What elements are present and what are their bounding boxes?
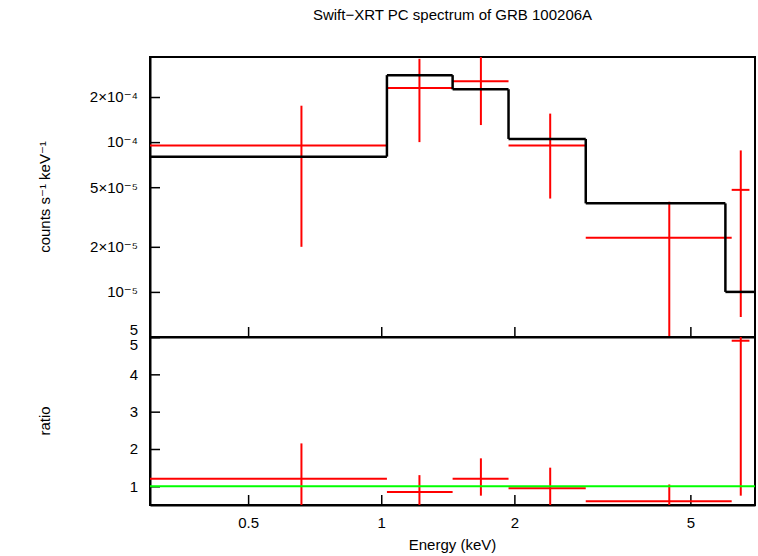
y-axis-line <box>150 58 152 338</box>
model-step-riser <box>507 89 510 139</box>
model-step <box>387 74 453 77</box>
y-tick-label: 3 <box>130 403 138 420</box>
x-tick: 0.5 <box>238 495 259 531</box>
y-tick-label: 2×10⁻⁵ <box>90 238 138 255</box>
data-x-error <box>150 478 387 480</box>
data-y-error <box>549 114 551 199</box>
y-tick: 4 <box>130 366 160 383</box>
data-y-error <box>480 57 482 125</box>
model-step-riser <box>386 75 389 156</box>
x-tick: 2 <box>511 495 519 531</box>
y-tick: 2×10⁻⁵ <box>90 238 160 255</box>
y-tick-label: 2 <box>130 440 138 457</box>
model-step-riser <box>451 75 454 89</box>
y-tick-label: 5 <box>130 336 138 353</box>
model-step-riser <box>724 203 727 292</box>
y-tick: 5×10⁻⁵ <box>90 179 160 196</box>
y-tick: 3 <box>130 403 160 420</box>
y-axis: 1 2 3 4 5 <box>130 336 160 505</box>
plot-frame <box>150 337 755 505</box>
y-tick: 2 <box>130 440 160 457</box>
x-tick-mark <box>514 495 516 505</box>
model-step <box>586 202 726 205</box>
x-tick-mark <box>690 495 692 505</box>
model-step <box>725 291 755 294</box>
data-x-error <box>509 144 586 146</box>
x-axis <box>151 327 756 338</box>
y-tick: 10⁻⁵ <box>107 283 160 300</box>
y-tick-mark <box>150 187 160 189</box>
y-tick-mark <box>150 374 160 376</box>
x-tick: 1 <box>378 495 386 531</box>
y-tick-mark <box>150 97 160 99</box>
data-x-error <box>586 237 732 239</box>
plot-frame <box>150 57 755 337</box>
x-tick-mark <box>248 495 250 505</box>
y-tick-label: 2×10⁻⁴ <box>90 88 138 105</box>
x-tick-mark <box>381 327 383 337</box>
x-tick-mark <box>514 327 516 337</box>
y-tick-label: 10⁻⁴ <box>107 133 138 150</box>
data-y-error <box>480 458 482 495</box>
data-x-error <box>509 487 586 489</box>
x-axis-line <box>151 505 756 507</box>
y-tick: 10⁻⁴ <box>107 133 160 150</box>
y-axis-line <box>150 338 152 506</box>
y-tick: 5 <box>130 336 160 353</box>
x-tick-label: 5 <box>687 514 695 531</box>
panel-0: 2×10⁻⁴ 10⁻⁴ 5×10⁻⁵ 2×10⁻⁵ 10⁻⁵ 5 counts s⁻¹ ke… <box>36 57 756 352</box>
panel-1: 1 2 3 4 5 0.5 1 2 5 ratio Energy (keV) <box>36 281 756 553</box>
data-y-error <box>668 202 670 337</box>
x-tick-mark <box>248 327 250 337</box>
data-y-error <box>300 443 302 505</box>
y-axis: 2×10⁻⁴10⁻⁴5×10⁻⁵2×10⁻⁵10⁻⁵5 <box>90 58 160 339</box>
y-tick-label: 1 <box>130 478 138 495</box>
data-y-error <box>668 484 670 505</box>
model-step <box>453 88 509 91</box>
x-tick-label: 2 <box>511 514 519 531</box>
data-area <box>150 57 755 337</box>
data-y-error <box>740 337 742 496</box>
data-area <box>150 337 755 505</box>
x-tick-mark <box>690 327 692 337</box>
x-tick-label: 1 <box>378 514 386 531</box>
data-x-error <box>150 144 387 146</box>
model-step-riser <box>584 139 587 203</box>
x-tick <box>248 327 249 337</box>
chart: Swift−XRT PC spectrum of GRB 100206A 2×10… <box>0 0 758 556</box>
data-y-error <box>300 106 302 247</box>
x-axis-title: Energy (keV) <box>409 536 497 553</box>
data-x-error <box>586 500 732 502</box>
y-tick-mark <box>150 337 160 339</box>
x-tick <box>381 327 382 337</box>
y-tick-label: 10⁻⁵ <box>107 283 138 300</box>
model-step <box>509 138 586 141</box>
y-axis-title: ratio <box>36 406 53 435</box>
y-tick-label: 4 <box>130 366 138 383</box>
y-axis-title: counts s⁻¹ keV⁻¹ <box>36 141 53 253</box>
x-tick <box>514 327 515 337</box>
x-axis: 0.5 1 2 5 <box>151 495 756 531</box>
y-tick-label: 5×10⁻⁵ <box>90 179 138 196</box>
y-tick-mark <box>150 292 160 294</box>
model-step <box>150 155 387 158</box>
x-tick-label: 0.5 <box>238 514 259 531</box>
reference-line <box>150 485 755 487</box>
y-tick-mark <box>150 142 160 144</box>
y-tick-mark <box>150 337 160 339</box>
title: Swift−XRT PC spectrum of GRB 100206A <box>313 6 592 23</box>
y-tick: 2×10⁻⁴ <box>90 88 160 105</box>
x-tick <box>690 327 691 337</box>
data-y-error <box>418 475 420 505</box>
y-tick-mark <box>150 411 160 413</box>
data-y-error <box>418 59 420 142</box>
x-tick-mark <box>381 495 383 505</box>
y-tick-mark <box>150 449 160 451</box>
y-tick-mark <box>150 247 160 249</box>
